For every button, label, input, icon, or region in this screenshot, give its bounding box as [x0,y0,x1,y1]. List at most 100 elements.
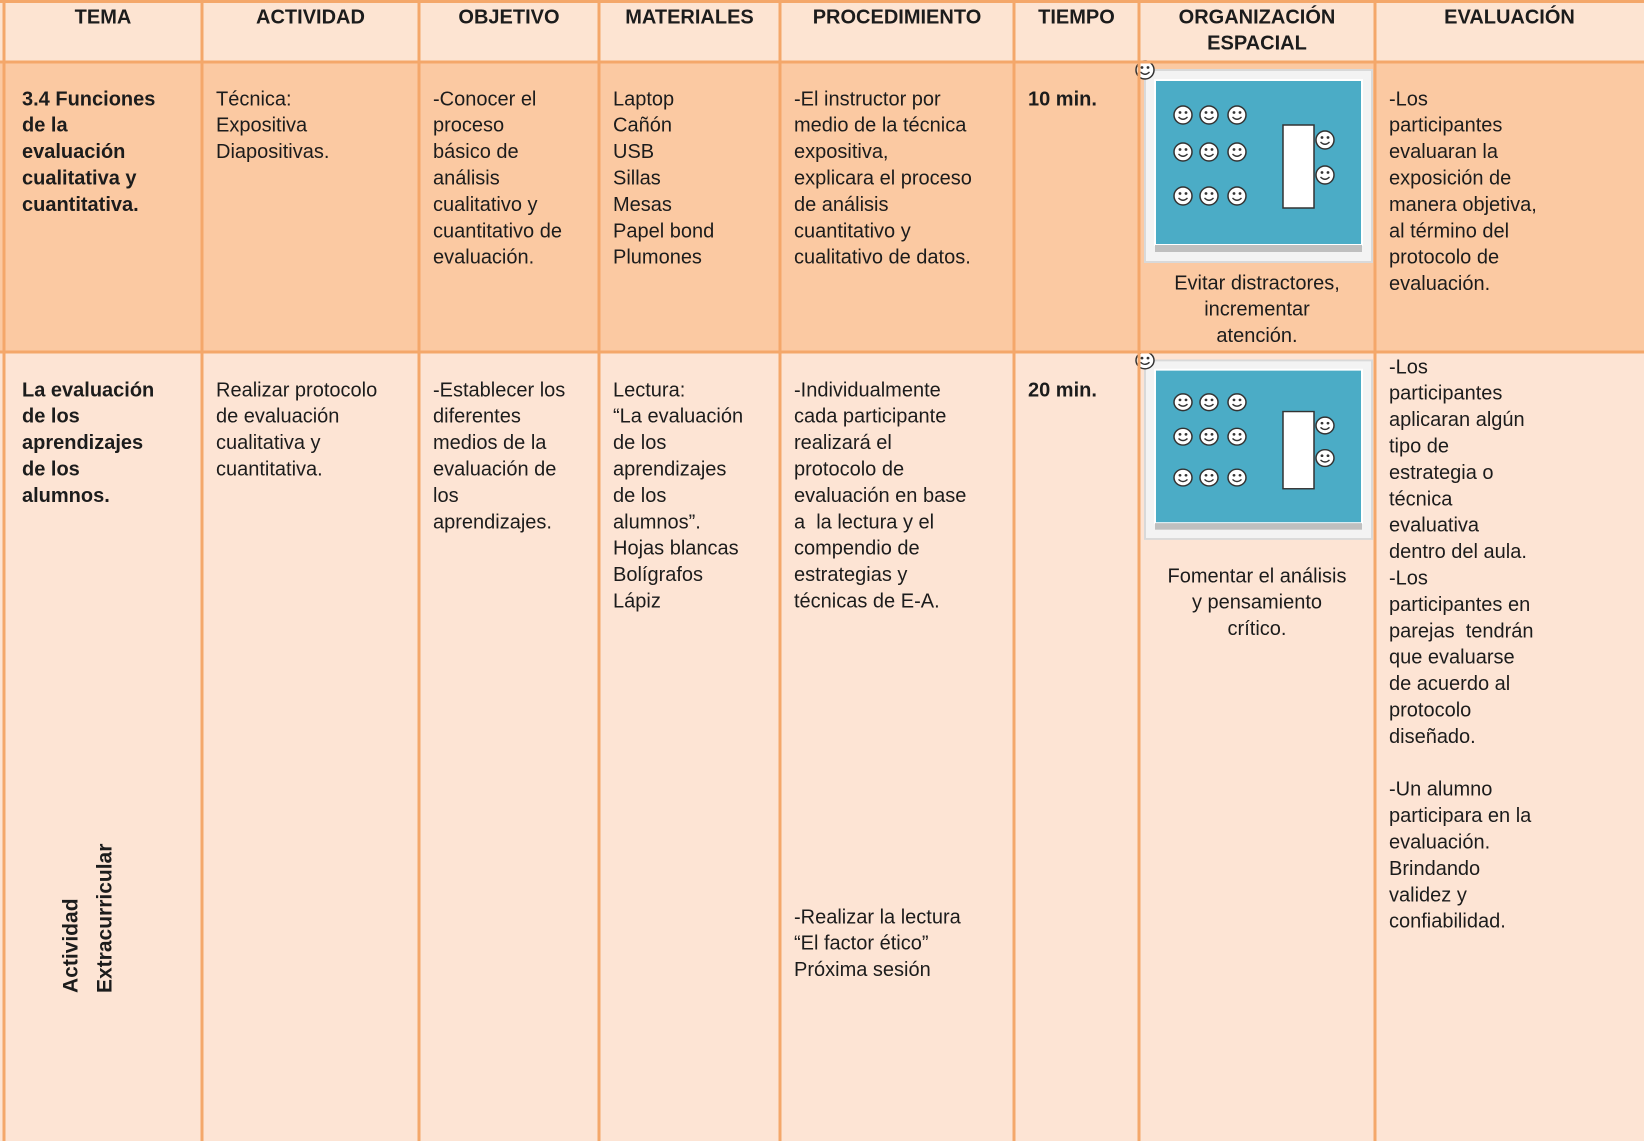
cell-text: Próxima sesión [794,959,931,981]
cell-text: manera objetiva, [1389,194,1537,216]
cell-text: USB [613,141,654,163]
cell-text: parejas tendrán [1389,620,1534,642]
cell-text: al término del [1389,220,1509,242]
cell-text: cualitativa y [216,432,321,454]
cell-text: Fomentar el análisis [1168,565,1347,587]
cell-text: de evaluación [216,406,339,428]
cell-text: -Establecer los [433,379,565,401]
cell-text: cualitativa y [22,167,137,189]
cell-text: que evaluarse [1389,647,1515,669]
header-cell: MATERIALES [625,6,754,28]
cell-text: cada participante [794,406,946,428]
cell-text: “El factor ético” [794,933,928,955]
cell-text: diferentes [433,406,521,428]
side-note: Actividad [60,898,83,993]
cell-text: de los [22,406,80,428]
cell-text: “La evaluación [613,406,743,428]
cell-text: medio de la técnica [794,115,967,137]
cell-text: -Los [1389,356,1428,378]
cell-text: La evaluación [22,379,154,401]
cell-text: -Conocer el [433,88,536,110]
cell-text: evaluación de [433,458,556,480]
cell-text: participantes en [1389,594,1530,616]
cell-text: evaluación. [433,247,534,269]
cell-text: a la lectura y el [794,511,934,533]
header-cell: TIEMPO [1038,6,1115,28]
cell-text: aprendizajes [613,458,726,480]
side-note: Extracurricular [94,844,117,993]
cell-text: validez y [1389,884,1467,906]
cell-text: Plumones [613,247,702,269]
cell-text: cuantitativa. [216,458,323,480]
cell-text: cuantitativo de [433,220,562,242]
cell-text: participantes [1389,115,1502,137]
cell-text: medios de la [433,432,547,454]
cell-text: Lectura: [613,379,685,401]
header-bg [0,0,1644,62]
cell-text: -Individualmente [794,379,941,401]
cell-text: aprendizajes [22,432,143,454]
header-cell: EVALUACIÓN [1444,4,1575,28]
cell-text: Sillas [613,167,661,189]
header-cell: PROCEDIMIENTO [813,6,982,28]
cell-text: técnica [1389,488,1453,510]
cell-text: incrementar [1204,299,1310,321]
cell-text: de la [22,115,68,137]
cell-text: participara en la [1389,805,1532,827]
cell-text: crítico. [1228,618,1287,640]
header-cell: ACTIVIDAD [256,6,365,28]
cell-text: 20 min. [1028,379,1097,401]
cell-text: exposición de [1389,167,1511,189]
cell-text: de acuerdo al [1389,673,1510,695]
cell-text: de los [613,485,666,507]
cell-text: Evitar distractores, [1174,272,1340,294]
cell-text: evaluación en base [794,485,966,507]
cell-text: protocolo [1389,699,1471,721]
cell-text: alumnos. [22,485,110,507]
cell-text: los [433,485,459,507]
cell-text: participantes [1389,383,1502,405]
cell-text: básico de [433,141,519,163]
cell-text: -Los [1389,88,1428,110]
cell-text: cualitativo de datos. [794,247,971,269]
cell-text: dentro del aula. [1389,541,1527,563]
cell-text: evaluación. [1389,831,1490,853]
cell-text: explicara el proceso [794,167,972,189]
cell-text: de los [22,458,80,480]
cell-text: cuantitativa. [22,194,139,216]
cell-text: aplicaran algún [1389,409,1525,431]
classroom-diagram [1136,61,1372,262]
cell-text: técnicas de E-A. [794,590,940,612]
cell-text: Lápiz [613,590,661,612]
cell-text: Técnica: [216,88,292,110]
header-cell: ORGANIZACIÓN [1179,4,1336,28]
header-cell: OBJETIVO [458,6,559,28]
cell-text: atención. [1216,325,1297,347]
header-cell: ESPACIAL [1207,33,1307,55]
cell-text: cuantitativo y [794,220,911,242]
cell-text: cualitativo y [433,194,538,216]
cell-text: tipo de [1389,435,1449,457]
cell-text: Brindando [1389,858,1480,880]
cell-text: Papel bond [613,220,714,242]
cell-text: realizará el [794,432,892,454]
cell-text: Laptop [613,88,674,110]
cell-text: de los [613,432,666,454]
cell-text: confiabilidad. [1389,911,1506,933]
cell-text: expositiva, [794,141,889,163]
classroom-diagram [1136,352,1372,539]
cell-text: aprendizajes. [433,511,552,533]
cell-text: evaluativa [1389,515,1480,537]
cell-text: Bolígrafos [613,564,703,586]
cell-text: protocolo de [1389,247,1499,269]
cell-text: evaluación. [1389,273,1490,295]
cell-text: estrategias y [794,564,907,586]
cell-text: diseñado. [1389,726,1476,748]
cell-text: proceso [433,115,504,137]
cell-text: 10 min. [1028,88,1097,110]
cell-text: Expositiva [216,115,308,137]
cell-text: protocolo de [794,458,904,480]
cell-text: de análisis [794,194,889,216]
cell-text: -Realizar la lectura [794,906,962,928]
